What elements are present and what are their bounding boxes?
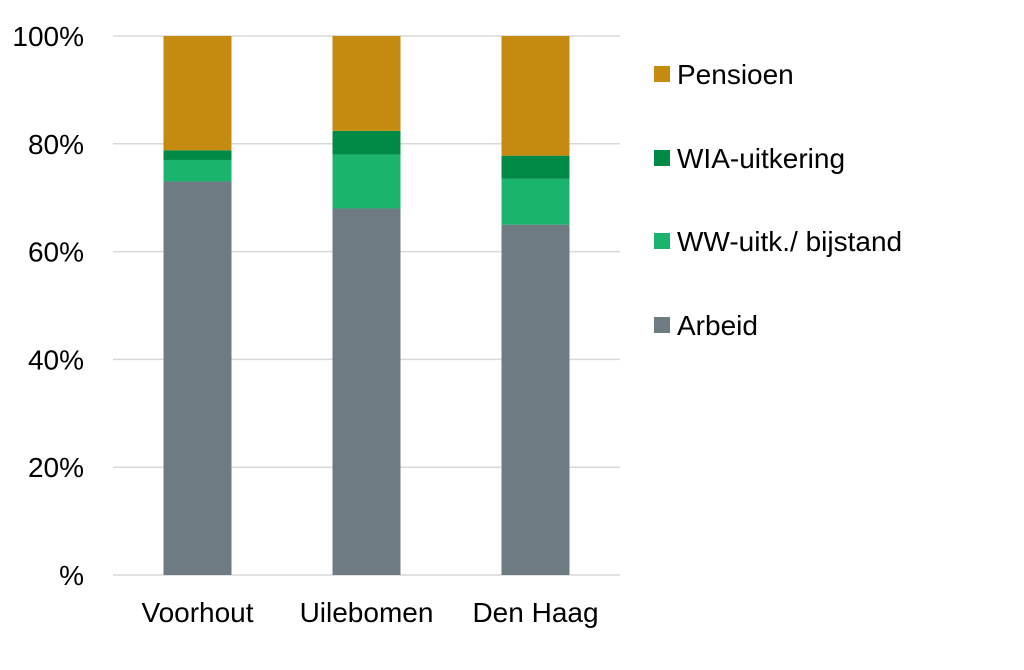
legend: Pensioen WIA-uitkering WW-uitk./ bijstand A…: [654, 59, 902, 341]
bar-segment-0-0: [163, 181, 232, 575]
x-category-label: Uilebomen: [300, 597, 434, 628]
y-axis-ticks: % 20% 40% 60% 80% 100%: [12, 21, 84, 591]
legend-swatch: [654, 317, 670, 333]
bar-segment-1-1: [332, 154, 401, 209]
bar-segment-0-1: [163, 159, 232, 182]
legend-swatch: [654, 150, 670, 166]
bar-segment-2-2: [501, 155, 570, 179]
bar-segment-2-3: [501, 36, 570, 156]
legend-label: Arbeid: [677, 310, 758, 341]
y-tick-label: %: [59, 560, 84, 591]
bar-segment-0-2: [163, 150, 232, 160]
legend-label: WIA-uitkering: [677, 143, 845, 174]
legend-label: WW-uitk./ bijstand: [677, 226, 902, 257]
bars: [163, 36, 570, 576]
y-tick-label: 40%: [28, 344, 84, 375]
bar-segment-1-3: [332, 36, 401, 131]
y-tick-label: 80%: [28, 129, 84, 160]
bar-segment-0-3: [163, 36, 232, 151]
x-category-label: Voorhout: [141, 597, 253, 628]
bar-segment-2-1: [501, 178, 570, 225]
legend-swatch: [654, 66, 670, 82]
y-tick-label: 100%: [12, 21, 84, 52]
y-tick-label: 60%: [28, 237, 84, 268]
bar-segment-1-0: [332, 208, 401, 576]
bar-segment-2-0: [501, 224, 570, 575]
legend-swatch: [654, 233, 670, 249]
legend-label: Pensioen: [677, 59, 794, 90]
x-axis-categories: Voorhout Uilebomen Den Haag: [141, 597, 598, 628]
x-category-label: Den Haag: [472, 597, 598, 628]
y-tick-label: 20%: [28, 452, 84, 483]
bar-segment-1-2: [332, 130, 401, 155]
